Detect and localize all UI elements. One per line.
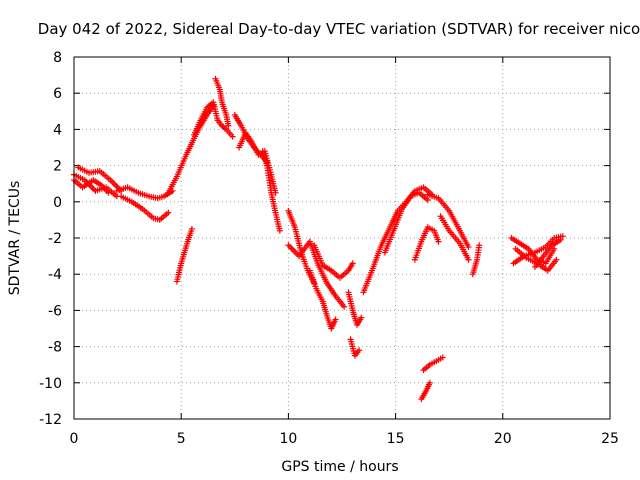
- y-tick-label: -4: [48, 267, 62, 283]
- data-point: [465, 244, 472, 251]
- data-point: [553, 256, 560, 263]
- series-arc-22: [437, 213, 472, 263]
- y-tick-label: -2: [48, 231, 62, 247]
- data-point: [165, 209, 172, 216]
- x-tick-label: 10: [279, 431, 297, 447]
- series-arc-30: [531, 236, 564, 270]
- y-tick-label: -12: [39, 412, 62, 428]
- series-arc-25: [418, 379, 433, 403]
- x-tick-label: 25: [601, 431, 619, 447]
- data-point: [358, 314, 365, 321]
- data-point: [188, 225, 195, 232]
- series-arc-14: [306, 267, 339, 332]
- x-tick-label: 0: [70, 431, 79, 447]
- data-point: [557, 236, 564, 243]
- x-tick-label: 15: [387, 431, 405, 447]
- series-arc-07: [191, 99, 236, 140]
- x-tick-label: 5: [177, 431, 186, 447]
- series-arc-16: [345, 289, 365, 328]
- plot-frame: [73, 56, 611, 420]
- y-tick-label: 6: [53, 86, 62, 102]
- y-tick-label: 0: [53, 195, 62, 211]
- data-point: [426, 379, 433, 386]
- series-arc-26: [420, 354, 446, 374]
- data-point: [349, 260, 356, 267]
- data-point: [424, 196, 431, 203]
- data-point: [229, 133, 236, 140]
- data-point: [465, 256, 472, 263]
- grid: [74, 57, 610, 419]
- series-arc-21: [411, 224, 442, 263]
- data-point: [356, 347, 363, 354]
- chart-title: Day 042 of 2022, Sidereal Day-to-day VTE…: [38, 20, 640, 38]
- data-point: [435, 238, 442, 245]
- axis-ticks: 0 5 10 15 20 25 -12 -10 -8 -6 -4 -2 0 2 4 6 8: [39, 50, 619, 447]
- y-tick-label: -8: [48, 340, 62, 356]
- series-arc-23: [469, 242, 483, 278]
- data-point: [476, 242, 483, 249]
- y-tick-label: 8: [53, 50, 62, 66]
- x-axis-label: GPS time / hours: [281, 459, 398, 475]
- series-arc-19: [381, 189, 431, 256]
- x-tick-label: 20: [494, 431, 512, 447]
- data-point: [225, 122, 232, 129]
- data-point: [332, 316, 339, 323]
- data-point: [105, 189, 112, 196]
- series-arc-01: [71, 171, 120, 200]
- y-tick-label: 4: [53, 122, 62, 138]
- series-arc-29: [512, 245, 560, 274]
- data-point: [439, 354, 446, 361]
- series-arc-17: [347, 336, 363, 359]
- data-point: [276, 227, 283, 234]
- y-tick-label: -6: [48, 303, 62, 319]
- series-arc-20: [424, 191, 472, 251]
- data-point: [341, 303, 348, 310]
- series-arc-06: [165, 102, 217, 196]
- y-tick-label: -10: [39, 376, 62, 392]
- y-tick-label: 2: [53, 159, 62, 175]
- series-arc-15: [311, 242, 356, 281]
- series-arc-24: [173, 225, 195, 285]
- data-point: [559, 233, 566, 240]
- series-arc-08: [212, 75, 232, 129]
- series-arc-05: [118, 193, 172, 223]
- y-axis-label: SDTVAR / TECUs: [7, 181, 23, 296]
- series-arc-11: [259, 148, 283, 234]
- plot-area: [71, 75, 566, 403]
